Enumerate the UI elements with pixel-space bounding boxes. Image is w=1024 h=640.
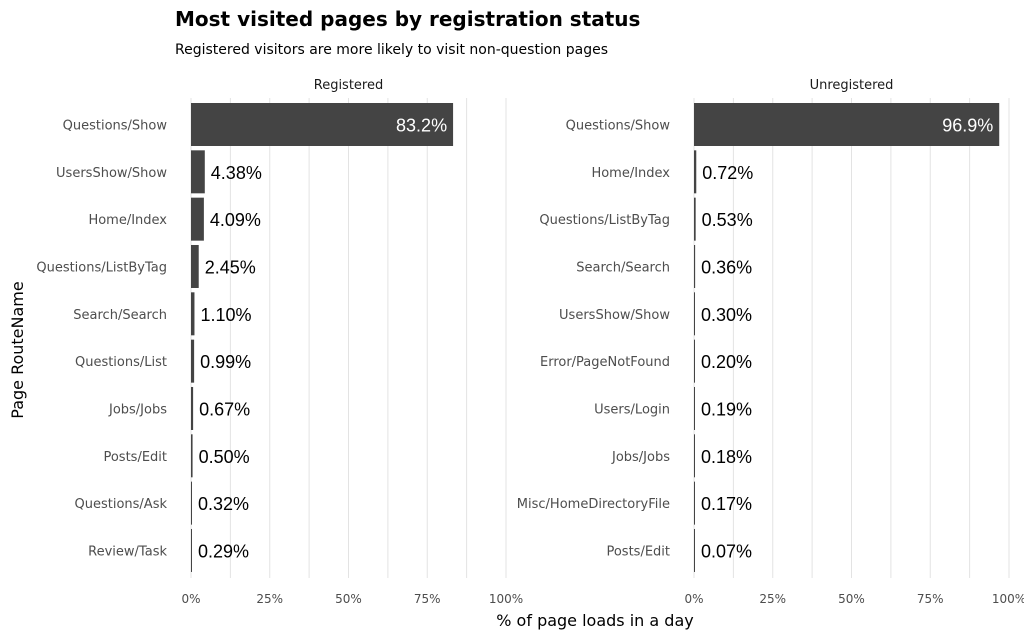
x-axis-title: % of page loads in a day	[496, 611, 693, 630]
category-label: Error/PageNotFound	[540, 355, 670, 370]
facet-registered: Registered 0% 25% 50% 75% 100% Questions/Show 8…	[36, 78, 523, 606]
category-label: Questions/Ask	[75, 497, 168, 512]
data-label: 0.19%	[701, 399, 752, 419]
bar	[191, 339, 195, 383]
bar	[694, 197, 696, 241]
category-label: Users/Login	[594, 402, 670, 417]
bar	[191, 103, 454, 146]
category-label: Review/Task	[88, 544, 167, 559]
data-label: 0.32%	[198, 494, 249, 514]
category-label: Home/Index	[88, 213, 167, 228]
data-label: 4.38%	[211, 163, 262, 183]
data-label: 0.17%	[701, 494, 752, 514]
x-tick-label: 50%	[838, 592, 865, 606]
x-tick-label: 0%	[181, 592, 200, 606]
category-label: UsersShow/Show	[56, 166, 167, 181]
category-label: Jobs/Jobs	[611, 450, 670, 465]
bar	[694, 339, 695, 383]
category-label: Questions/Show	[63, 119, 168, 134]
data-label: 4.09%	[210, 210, 261, 230]
data-label: 0.53%	[702, 210, 753, 230]
bar	[694, 386, 695, 430]
data-label: 0.99%	[200, 352, 251, 372]
x-tick-label: 50%	[335, 592, 362, 606]
bar	[191, 292, 195, 336]
data-label: 96.9%	[942, 116, 993, 136]
category-label: Posts/Edit	[606, 544, 670, 559]
category-label: Search/Search	[73, 308, 167, 323]
x-tick-label: 75%	[917, 592, 944, 606]
category-label: Misc/HomeDirectoryFile	[517, 497, 670, 512]
data-label: 0.29%	[198, 541, 249, 561]
bar	[694, 292, 695, 336]
bar	[694, 103, 1000, 146]
data-label: 0.72%	[702, 163, 753, 183]
x-tick-label: 100%	[992, 592, 1024, 606]
category-label: Questions/Show	[566, 119, 671, 134]
category-label: UsersShow/Show	[559, 308, 670, 323]
data-label: 0.67%	[199, 399, 250, 419]
category-label: Questions/List	[75, 355, 167, 370]
bar	[694, 528, 695, 572]
data-label: 1.10%	[200, 305, 251, 325]
bar	[694, 244, 696, 288]
bar	[191, 386, 194, 430]
x-tick-label: 0%	[684, 592, 703, 606]
category-label: Search/Search	[576, 260, 670, 275]
bar	[191, 197, 204, 241]
chart-subtitle: Registered visitors are more likely to v…	[175, 42, 608, 58]
category-label: Jobs/Jobs	[108, 402, 167, 417]
facet-label: Registered	[314, 78, 384, 93]
facet-panels: Registered 0% 25% 50% 75% 100% Questions/Show 8…	[36, 78, 1024, 606]
data-label: 0.50%	[199, 447, 250, 467]
chart-title: Most visited pages by registration statu…	[175, 7, 640, 31]
bar	[191, 150, 205, 194]
bar	[191, 528, 192, 572]
category-label: Questions/ListByTag	[539, 213, 670, 228]
data-label: 0.30%	[701, 305, 752, 325]
bar	[191, 244, 199, 288]
bar	[191, 481, 193, 525]
x-tick-label: 100%	[489, 592, 523, 606]
data-label: 0.18%	[701, 447, 752, 467]
facet-unregistered: Unregistered 0% 25% 50% 75% 100% Questions/Sho…	[517, 78, 1024, 606]
data-label: 83.2%	[396, 116, 447, 136]
bar	[694, 481, 695, 525]
y-axis-title: Page RouteName	[8, 281, 27, 418]
x-tick-label: 25%	[759, 592, 786, 606]
x-tick-label: 25%	[256, 592, 283, 606]
x-tick-label: 75%	[414, 592, 441, 606]
bar	[694, 150, 697, 194]
data-label: 0.07%	[701, 541, 752, 561]
category-label: Questions/ListByTag	[36, 260, 167, 275]
category-label: Posts/Edit	[103, 450, 167, 465]
data-label: 2.45%	[205, 257, 256, 277]
bar	[191, 434, 193, 478]
bar	[694, 434, 695, 478]
data-label: 0.36%	[701, 257, 752, 277]
data-label: 0.20%	[701, 352, 752, 372]
facet-label: Unregistered	[810, 78, 894, 93]
category-label: Home/Index	[591, 166, 670, 181]
